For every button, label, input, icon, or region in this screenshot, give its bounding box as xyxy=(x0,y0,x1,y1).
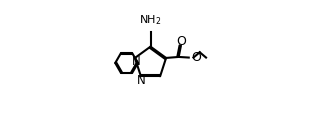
Text: O: O xyxy=(191,51,201,64)
Text: N: N xyxy=(137,74,146,87)
Text: O: O xyxy=(177,35,186,48)
Text: NH$_2$: NH$_2$ xyxy=(139,13,162,27)
Text: N: N xyxy=(132,55,140,68)
